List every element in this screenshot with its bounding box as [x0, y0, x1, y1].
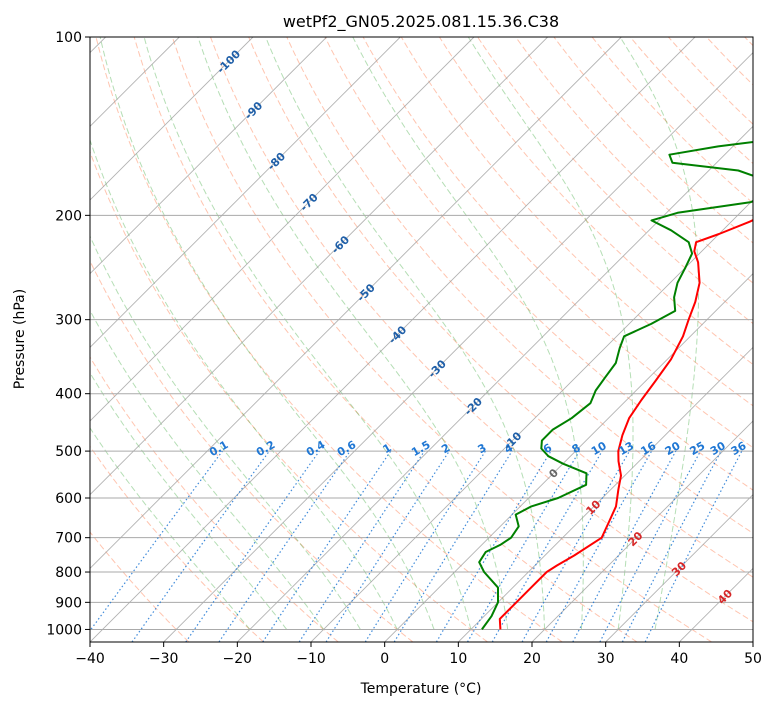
moist-adiabat-line [90, 427, 251, 630]
x-tick-label: 10 [449, 651, 467, 667]
dry-adiabat-line [171, 37, 712, 642]
isotherm-line [90, 37, 254, 201]
mixing-ratio-line [185, 450, 320, 642]
mixing-ratio-line [218, 450, 351, 642]
y-tick-label: 500 [55, 444, 82, 460]
mixing-ratio-line [131, 450, 270, 642]
moist-adiabat-line [90, 371, 288, 630]
x-tick-label: 0 [380, 651, 389, 667]
isotherm-line [237, 125, 753, 642]
x-axis: −40 −30 −20 −10 0 10 20 30 40 50 [75, 642, 762, 667]
moist-adiabat-line [99, 37, 435, 630]
dry-adiabat-line [90, 356, 339, 642]
moist-adiabat-line [197, 37, 509, 630]
x-axis-label: Temperature (°C) [360, 681, 482, 697]
isotherm-line [90, 37, 696, 642]
plot-frame [89, 36, 754, 643]
series-layer [478, 141, 753, 630]
moist-adiabat-line [90, 138, 398, 630]
mixing-ratio-line [545, 450, 653, 642]
dry-adiabat-line [400, 37, 753, 407]
dry-adiabat-line [90, 445, 264, 642]
mixing-ratio-line [521, 450, 631, 642]
y-tick-label: 800 [55, 565, 82, 581]
moist-adiabat-line [467, 37, 634, 630]
dry-adiabat-line [515, 37, 753, 284]
y-tick-label: 1000 [46, 622, 82, 638]
y-tick-label: 300 [55, 313, 82, 329]
grid-layer [90, 37, 753, 642]
dry-adiabat-line [90, 531, 190, 642]
isotherm-line [605, 494, 753, 642]
isotherm-line [458, 346, 753, 642]
mixing-ratio-line [90, 450, 223, 632]
x-tick-label: −20 [223, 651, 253, 667]
isotherm-line [90, 37, 622, 569]
y-tick-label: 200 [55, 208, 82, 224]
isotherm-line [752, 641, 753, 642]
isotherm-line [310, 199, 753, 642]
plot-background [90, 37, 753, 642]
isotherm-line [90, 37, 327, 275]
moist-adiabat-line [265, 37, 546, 630]
moist-adiabat-line [90, 235, 361, 630]
y-axis: 1000 900 800 700 600 500 400 300 200 100 [46, 30, 90, 638]
moist-adiabat-line [352, 37, 584, 630]
y-tick-label: 100 [55, 30, 82, 46]
isotherm-line [90, 37, 475, 422]
chart-title: wetPf2_GN05.2025.081.15.36.C38 [283, 12, 559, 32]
mixing-ratio-line [393, 450, 513, 642]
x-tick-label: −10 [296, 651, 326, 667]
isotherm-line [90, 37, 548, 496]
mixing-ratio-line [262, 450, 392, 642]
x-tick-label: 50 [744, 651, 762, 667]
mixing-ratio-line [572, 450, 677, 642]
x-tick-label: 30 [597, 651, 615, 667]
dry-adiabat-line [248, 37, 753, 578]
dry-adiabat-line [210, 37, 753, 623]
dry-adiabat-line [95, 37, 563, 642]
isotherm-line [384, 273, 753, 642]
x-tick-label: 40 [670, 651, 688, 667]
temperature-profile-line [498, 219, 753, 630]
dry-adiabat-line [90, 150, 488, 642]
mixing-ratio-line [325, 450, 450, 642]
moist-adiabat-line [619, 37, 699, 630]
y-tick-label: 900 [55, 595, 82, 611]
y-axis-label: Pressure (hPa) [12, 289, 28, 389]
plot-area [90, 37, 753, 642]
y-tick-label: 700 [55, 531, 82, 547]
x-tick-label: −40 [75, 651, 105, 667]
isotherm-line [90, 37, 401, 348]
y-tick-label: 400 [55, 387, 82, 403]
isotherm-line [531, 420, 753, 642]
mixing-ratio-line [644, 450, 743, 642]
x-tick-label: −30 [149, 651, 179, 667]
isotherm-line [163, 52, 753, 642]
dewpoint-profile-line [478, 141, 753, 630]
y-tick-label: 600 [55, 491, 82, 507]
dry-adiabat-line [133, 37, 638, 642]
x-tick-label: 20 [523, 651, 541, 667]
dry-adiabat-line [438, 37, 753, 366]
mixing-ratio-line [298, 450, 425, 642]
